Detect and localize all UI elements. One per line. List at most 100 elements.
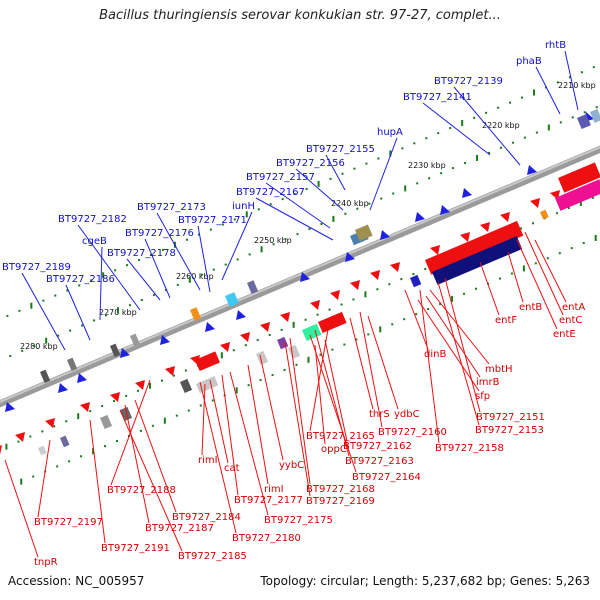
reverse-gene-arrow xyxy=(310,300,320,310)
mid-tick xyxy=(535,131,538,134)
reverse-gene-label[interactable]: oppC xyxy=(321,444,347,455)
mid-tick xyxy=(547,124,550,131)
forward-gene-label[interactable]: hupA xyxy=(377,127,403,138)
forward-gene-label[interactable]: iunH xyxy=(232,201,255,212)
reverse-gene-arrow xyxy=(350,280,360,290)
genome-backbone-highlight xyxy=(0,146,600,403)
tick-label: 2240 kbp xyxy=(331,199,369,208)
mid-tick xyxy=(164,288,167,291)
reverse-gene-label[interactable]: BT9727_2191 xyxy=(101,543,170,554)
forward-gene-label[interactable]: BT9727_2156 xyxy=(276,158,345,169)
forward-gene-label[interactable]: BT9727_2171 xyxy=(178,215,247,226)
leader-line xyxy=(367,315,399,410)
reverse-gene-label[interactable]: BT9727_2188 xyxy=(107,485,176,496)
mid-tick xyxy=(93,319,96,322)
mid-tick xyxy=(595,106,598,109)
reverse-gene-label[interactable]: entE xyxy=(553,329,576,340)
mid-tick xyxy=(45,337,48,344)
reverse-gene-label[interactable]: BT9727_2197 xyxy=(34,517,103,528)
reverse-gene-label[interactable]: entA xyxy=(562,302,585,313)
reverse-gene-label[interactable]: BT9727_2185 xyxy=(178,551,247,562)
forward-gene-label[interactable]: BT9727_2155 xyxy=(306,144,375,155)
reverse-gene-label[interactable]: yybC xyxy=(279,460,304,471)
gene-block xyxy=(194,351,220,372)
gene-block xyxy=(119,406,133,422)
forward-gene-label[interactable]: phaB xyxy=(516,56,542,67)
reverse-gene-label[interactable]: BT9727_2169 xyxy=(306,496,375,507)
reverse-gene-arrow xyxy=(480,222,490,232)
reverse-gene-label[interactable]: dinB xyxy=(424,349,446,360)
reverse-gene-label[interactable]: cat xyxy=(224,463,240,474)
inner-tick xyxy=(283,368,286,371)
inner-tick xyxy=(352,298,355,301)
reverse-gene-label[interactable]: imrB xyxy=(476,377,500,388)
outer-tick xyxy=(509,101,512,104)
forward-gene-label[interactable]: BT9727_2182 xyxy=(58,214,127,225)
mid-tick xyxy=(200,273,203,276)
forward-gene-label[interactable]: rhtB xyxy=(545,40,566,51)
forward-gene-label[interactable]: cgeB xyxy=(82,236,107,247)
mid-tick xyxy=(332,215,335,222)
inner-tick xyxy=(187,409,190,412)
reverse-gene-label[interactable]: BT9727_2180 xyxy=(232,533,301,544)
gene-block xyxy=(577,114,591,130)
reverse-gene-label[interactable]: rimI xyxy=(264,484,284,495)
inner-tick xyxy=(211,399,214,402)
reverse-gene-label[interactable]: entB xyxy=(519,302,542,313)
inner-tick xyxy=(280,328,283,331)
outer-tick xyxy=(6,314,9,317)
reverse-gene-label[interactable]: BT9727_2153 xyxy=(475,425,544,436)
forward-gene-label[interactable]: BT9727_2173 xyxy=(137,202,206,213)
gene-block xyxy=(130,333,141,348)
forward-gene-arrow xyxy=(120,348,130,358)
reverse-gene-label[interactable]: tnpR xyxy=(34,557,58,568)
reverse-gene-label[interactable]: BT9727_2184 xyxy=(172,512,241,523)
reverse-gene-label[interactable]: BT9727_2158 xyxy=(435,443,504,454)
reverse-gene-label[interactable]: BT9727_2160 xyxy=(378,427,447,438)
reverse-gene-label[interactable]: BT9727_2151 xyxy=(476,412,545,423)
mid-tick xyxy=(21,349,24,352)
inner-tick xyxy=(56,465,59,468)
forward-gene-label[interactable]: BT9727_2178 xyxy=(107,248,176,259)
forward-gene-label[interactable]: BT9727_2176 xyxy=(125,228,194,239)
reverse-gene-label[interactable]: BT9727_2165 xyxy=(306,431,375,442)
reverse-gene-label[interactable]: BT9727_2162 xyxy=(343,441,412,452)
inner-tick xyxy=(271,374,274,377)
reverse-gene-label[interactable]: ydbC xyxy=(394,409,420,420)
forward-gene-label[interactable]: BT9727_2141 xyxy=(403,92,472,103)
reverse-gene-arrow xyxy=(220,342,230,352)
inner-tick xyxy=(304,318,307,321)
reverse-gene-label[interactable]: BT9727_2175 xyxy=(264,515,333,526)
leader-line xyxy=(535,66,561,115)
forward-gene-label[interactable]: BT9727_2167 xyxy=(236,187,305,198)
reverse-gene-label[interactable]: entF xyxy=(495,315,517,326)
mid-tick xyxy=(464,162,467,165)
reverse-gene-label[interactable]: thrS xyxy=(369,409,390,420)
outer-tick xyxy=(473,116,476,119)
forward-gene-label[interactable]: BT9727_2157 xyxy=(246,172,315,183)
gene-block xyxy=(354,224,373,242)
reverse-gene-arrow xyxy=(135,380,145,390)
forward-gene-label[interactable]: BT9727_2189 xyxy=(2,262,71,273)
leader-line xyxy=(314,344,326,445)
gene-block xyxy=(432,236,523,285)
inner-tick xyxy=(510,272,513,275)
reverse-gene-label[interactable]: entC xyxy=(559,315,582,326)
reverse-gene-label[interactable]: BT9727_2187 xyxy=(145,523,214,534)
forward-gene-label[interactable]: BT9727_2139 xyxy=(434,76,503,87)
inner-tick xyxy=(340,303,343,306)
leader-line xyxy=(325,154,346,191)
reverse-gene-label[interactable]: BT9727_2164 xyxy=(352,472,421,483)
reverse-gene-label[interactable]: BT9727_2168 xyxy=(306,484,375,495)
outer-tick xyxy=(532,89,535,96)
reverse-gene-label[interactable]: BT9727_2177 xyxy=(234,495,303,506)
reverse-gene-label[interactable]: rimI xyxy=(198,455,218,466)
outer-tick xyxy=(305,187,308,190)
reverse-gene-label[interactable]: BT9727_2163 xyxy=(345,456,414,467)
summary-text: Topology: circular; Length: 5,237,682 bp… xyxy=(260,574,590,588)
gene-block xyxy=(539,209,549,220)
mid-tick xyxy=(428,177,431,180)
forward-gene-label[interactable]: BT9727_2186 xyxy=(46,274,115,285)
reverse-gene-label[interactable]: mbtH xyxy=(485,364,513,375)
reverse-gene-label[interactable]: sfp xyxy=(475,391,490,402)
